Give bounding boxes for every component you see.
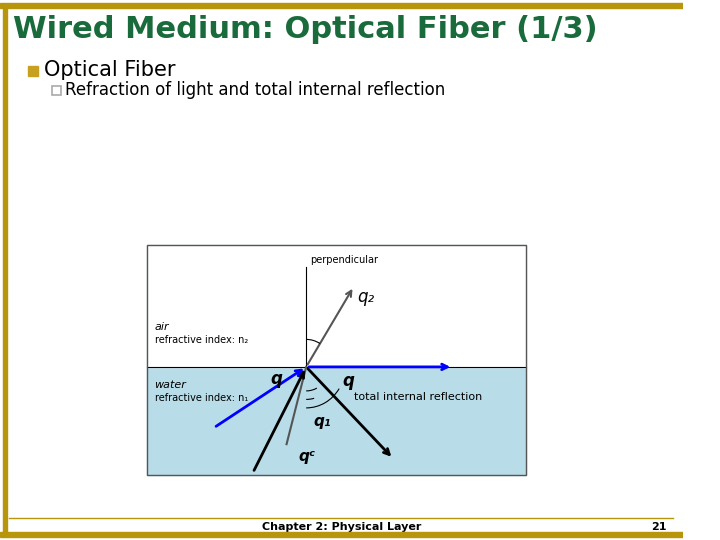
Bar: [147, 245, 526, 475]
Text: Refraction of light and total internal reflection: Refraction of light and total internal r…: [66, 81, 446, 99]
Bar: [3, 8, 6, 532]
Text: Chapter 2: Physical Layer: Chapter 2: Physical Layer: [261, 522, 421, 532]
Bar: [52, 86, 60, 95]
Text: Wired Medium: Optical Fiber (1/3): Wired Medium: Optical Fiber (1/3): [13, 16, 598, 44]
Text: refractive index: n₁: refractive index: n₁: [155, 393, 248, 403]
Text: Optical Fiber: Optical Fiber: [44, 60, 175, 80]
Bar: [28, 66, 38, 76]
Bar: [0, 532, 683, 537]
Text: q: q: [270, 370, 282, 388]
Text: q₂: q₂: [356, 288, 374, 306]
Text: qᶜ: qᶜ: [299, 449, 316, 464]
Text: total internal reflection: total internal reflection: [354, 392, 482, 402]
Text: air: air: [155, 322, 169, 332]
Text: 21: 21: [651, 522, 667, 532]
Text: refractive index: n₂: refractive index: n₂: [155, 335, 248, 345]
Text: water: water: [155, 380, 186, 390]
Text: q: q: [342, 372, 354, 390]
Text: q₁: q₁: [314, 414, 331, 429]
Text: perpendicular: perpendicular: [310, 255, 378, 265]
Bar: [0, 3, 683, 8]
Bar: [147, 245, 526, 475]
Bar: [147, 245, 526, 367]
